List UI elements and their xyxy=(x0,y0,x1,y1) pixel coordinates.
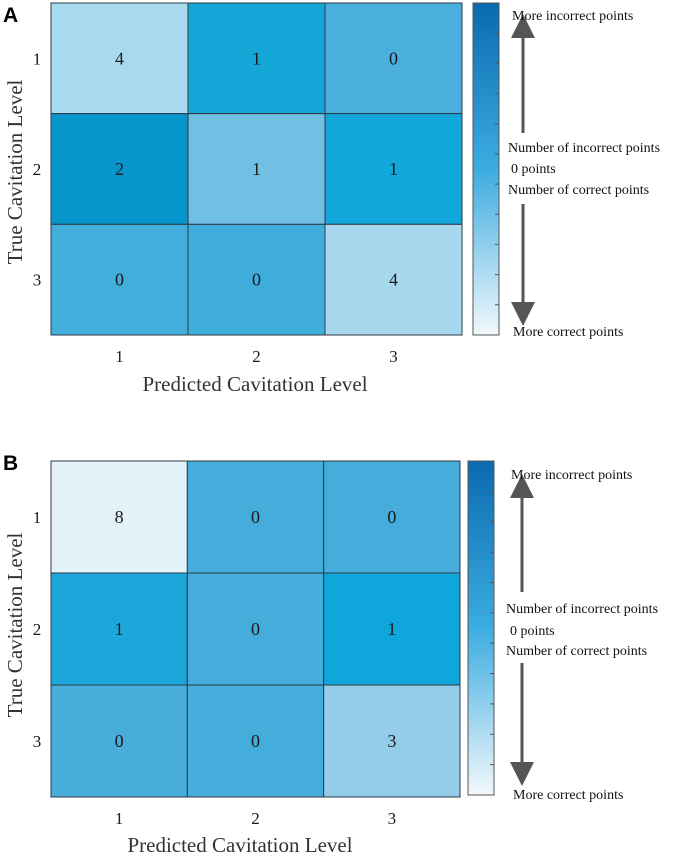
cell-value-a-r3-c3: 4 xyxy=(389,270,398,290)
legend-mid-lower-b: Number of correct points xyxy=(506,644,647,659)
cell-b-r2-c3 xyxy=(323,572,461,686)
cell-value-b-r3-c2: 0 xyxy=(251,731,260,751)
cell-value-b-r1-c1: 8 xyxy=(115,507,124,527)
panel-a: A 4 1 0 2 1 1 0 0 4 1 2 3 1 2 3 Predicted Cavitation… xyxy=(3,2,660,396)
legend-mid-lower-a: Number of correct points xyxy=(508,183,649,198)
y-tick-a-1: 1 xyxy=(33,49,42,68)
cell-value-b-r3-c1: 0 xyxy=(115,731,124,751)
cell-a-r2-c2 xyxy=(187,113,326,225)
y-ticks-a: 1 2 3 xyxy=(33,49,42,289)
cell-b-r1-c3 xyxy=(323,460,461,574)
panel-b: B 8 0 0 1 0 1 0 0 3 1 2 3 1 2 3 Predicted Cavitation… xyxy=(3,452,658,857)
legend-mid-b: 0 points xyxy=(510,624,555,639)
x-ticks-a: 1 2 3 xyxy=(115,347,398,366)
y-tick-b-1: 1 xyxy=(33,508,42,527)
x-tick-a-1: 1 xyxy=(115,347,124,366)
heatmap-a-cells: 4 1 0 2 1 1 0 0 4 xyxy=(50,2,463,336)
legend-mid-upper-b: Number of incorrect points xyxy=(506,602,658,617)
cell-a-r1-c1 xyxy=(50,2,189,115)
legend-mid-a: 0 points xyxy=(511,162,556,177)
y-axis-label-a: True Cavitation Level xyxy=(3,79,27,264)
cell-value-b-r2-c1: 1 xyxy=(115,619,124,639)
y-ticks-b: 1 2 3 xyxy=(33,508,42,751)
y-tick-b-3: 3 xyxy=(33,732,42,751)
cell-b-r3-c3 xyxy=(323,684,461,798)
cell-value-b-r1-c2: 0 xyxy=(251,507,260,527)
x-tick-a-3: 3 xyxy=(389,347,398,366)
cell-b-r1-c1 xyxy=(50,460,188,574)
colorbar-ticks-a xyxy=(495,32,499,306)
cell-a-r3-c2 xyxy=(187,223,326,336)
heatmap-b-cells: 8 0 0 1 0 1 0 0 3 xyxy=(50,460,461,798)
panel-letter-b: B xyxy=(3,452,18,475)
cell-value-a-r3-c1: 0 xyxy=(115,270,124,290)
cell-value-a-r1-c2: 1 xyxy=(252,48,261,68)
y-axis-label-b: True Cavitation Level xyxy=(3,532,27,717)
cell-value-a-r2-c1: 2 xyxy=(115,159,124,179)
cell-value-a-r1-c3: 0 xyxy=(389,48,398,68)
x-tick-b-1: 1 xyxy=(115,809,124,828)
legend-bottom-b: More correct points xyxy=(513,788,623,803)
x-tick-b-2: 2 xyxy=(251,809,260,828)
colorbar-a xyxy=(472,2,500,336)
colorbar-ticks-b xyxy=(490,490,494,766)
cell-value-a-r2-c3: 1 xyxy=(389,159,398,179)
cell-a-r2-c1 xyxy=(50,113,189,225)
cell-value-b-r3-c3: 3 xyxy=(387,731,396,751)
cell-value-a-r1-c1: 4 xyxy=(115,48,124,68)
x-tick-a-2: 2 xyxy=(252,347,261,366)
cell-b-r3-c1 xyxy=(50,684,188,798)
cell-b-r3-c2 xyxy=(186,684,325,798)
cell-a-r3-c3 xyxy=(324,223,463,336)
cell-b-r2-c2 xyxy=(186,572,325,686)
cell-value-a-r2-c2: 1 xyxy=(252,159,261,179)
x-axis-label-b: Predicted Cavitation Level xyxy=(127,833,352,857)
x-axis-label-a: Predicted Cavitation Level xyxy=(142,372,367,396)
legend-top-a: More incorrect points xyxy=(512,9,633,24)
cell-value-b-r2-c2: 0 xyxy=(251,619,260,639)
legend-bottom-a: More correct points xyxy=(513,325,623,340)
cell-a-r3-c1 xyxy=(50,223,189,336)
cell-a-r1-c3 xyxy=(324,2,463,115)
legend-top-b: More incorrect points xyxy=(511,468,632,483)
cell-a-r2-c3 xyxy=(324,113,463,225)
y-tick-b-2: 2 xyxy=(33,620,42,639)
cell-value-b-r1-c3: 0 xyxy=(387,507,396,527)
legend-mid-upper-a: Number of incorrect points xyxy=(508,141,660,156)
y-tick-a-2: 2 xyxy=(33,160,42,179)
colorbar-b xyxy=(467,460,495,796)
x-tick-b-3: 3 xyxy=(388,809,397,828)
y-tick-a-3: 3 xyxy=(33,271,42,290)
cell-value-b-r2-c3: 1 xyxy=(387,619,396,639)
panel-letter-a: A xyxy=(3,4,18,27)
x-ticks-b: 1 2 3 xyxy=(115,809,396,828)
cell-a-r1-c2 xyxy=(187,2,326,115)
cell-b-r1-c2 xyxy=(186,460,325,574)
cell-value-a-r3-c2: 0 xyxy=(252,270,261,290)
